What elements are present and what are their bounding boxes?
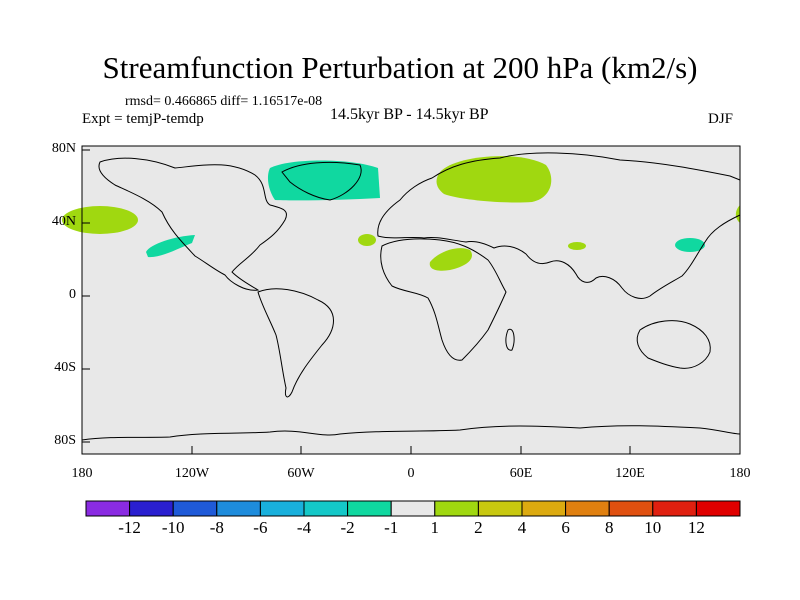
anomaly-patch-mediterranean <box>358 234 376 246</box>
colorbar-label: 4 <box>517 518 527 537</box>
colorbar <box>85 500 741 517</box>
coastline-africa <box>380 238 507 361</box>
anomaly-patch-pacific-west <box>62 206 138 234</box>
anomaly-patch-scandinavia <box>436 156 552 203</box>
colorbar-label: -12 <box>118 518 141 537</box>
lon-label-180e: 180 <box>729 466 751 481</box>
coastlines <box>81 152 741 441</box>
anomaly-patch-greenland <box>267 160 380 201</box>
colorbar-box <box>172 500 218 517</box>
colorbar-box <box>608 500 654 517</box>
colorbar-box <box>390 500 436 517</box>
lon-label-60e: 60E <box>509 466 533 481</box>
anomaly-patch-india <box>568 242 586 250</box>
colorbar-box <box>434 500 479 517</box>
lon-label-120e: 120E <box>615 466 645 481</box>
lat-label-0: 0 <box>69 287 76 302</box>
colorbar-box <box>652 500 697 517</box>
colorbar-label: -8 <box>209 518 224 537</box>
stats-text: rmsd= 0.466865 diff= 1.16517e-08 <box>125 94 323 109</box>
map-background <box>82 146 740 454</box>
anomaly-patch-japan <box>675 238 705 252</box>
colorbar-label: -6 <box>253 518 268 537</box>
period-label: 14.5kyr BP - 14.5kyr BP <box>330 106 489 123</box>
coastline-greenland <box>281 161 362 201</box>
coastline-madagascar <box>505 328 515 351</box>
colorbar-box <box>85 500 131 517</box>
colorbar-label: -2 <box>340 518 355 537</box>
colorbar-label: 1 <box>430 518 440 537</box>
colorbar-box <box>565 500 610 517</box>
colorbar-label: 12 <box>687 518 705 537</box>
lon-label-0: 0 <box>407 466 415 481</box>
colorbar-label: -1 <box>384 518 399 537</box>
coastline-south-america <box>257 288 334 398</box>
coastline-eurasia <box>377 152 741 299</box>
lat-label-40s: 40S <box>54 360 76 375</box>
colorbar-box <box>521 500 567 517</box>
anomaly-patches <box>62 156 740 271</box>
colorbar-label: 10 <box>644 518 662 537</box>
lat-label-80n: 80N <box>51 141 76 156</box>
experiment-label: Expt = temjP-temdp <box>82 111 204 127</box>
lon-label-120w: 120W <box>174 466 210 481</box>
chart-title: Streamfunction Perturbation at 200 hPa (… <box>102 50 698 85</box>
anomaly-patch-east-edge <box>735 205 740 223</box>
colorbar-box <box>259 500 305 517</box>
colorbar-box <box>216 500 261 517</box>
colorbar-label: 6 <box>561 518 570 537</box>
season-label: DJF <box>708 111 734 127</box>
lon-label-180w: 180 <box>71 466 93 481</box>
colorbar-box <box>129 500 174 517</box>
lat-label-40n: 40N <box>51 214 76 229</box>
axis-ticks <box>81 149 741 454</box>
colorbar-box <box>303 500 349 517</box>
colorbar-label: -10 <box>161 518 185 537</box>
colorbar-box <box>695 500 741 517</box>
coastline-north-america <box>98 157 287 291</box>
colorbar-label: -4 <box>296 518 312 537</box>
colorbar-box <box>347 500 392 517</box>
colorbar-label: 2 <box>474 518 483 537</box>
colorbar-box <box>477 500 523 517</box>
lon-label-60w: 60W <box>287 466 315 481</box>
anomaly-patch-sahara <box>429 248 472 271</box>
coastline-antarctica <box>81 425 741 441</box>
anomaly-patch-pacific-east <box>146 235 195 258</box>
coastline-australia <box>636 320 711 369</box>
lat-label-80s: 80S <box>54 433 76 448</box>
colorbar-label: 8 <box>604 518 614 537</box>
